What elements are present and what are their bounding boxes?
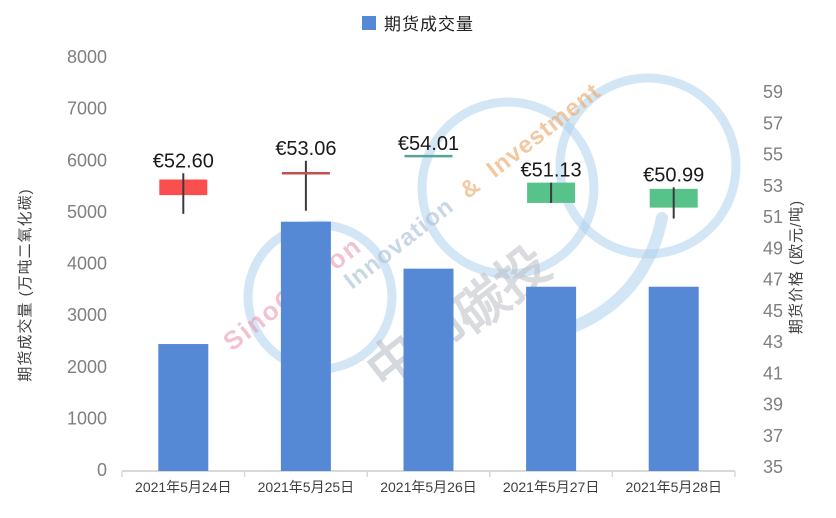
right-axis-tick-label: 53 xyxy=(763,176,783,196)
left-axis-tick-label: 7000 xyxy=(67,99,107,119)
legend: 期货成交量 xyxy=(0,10,836,35)
right-axis-title: 期货价格 (欧元/吨) xyxy=(788,200,805,334)
right-axis-tick-label: 51 xyxy=(763,207,783,227)
price-label: €52.60 xyxy=(153,150,214,172)
right-axis-tick-label: 35 xyxy=(763,457,783,477)
volume-bar xyxy=(648,286,699,471)
price-label: €53.06 xyxy=(275,138,336,160)
left-axis-tick-label: 6000 xyxy=(67,150,107,170)
x-axis-category-label: 2021年5月27日 xyxy=(503,479,600,495)
x-axis-category-label: 2021年5月26日 xyxy=(380,479,477,495)
left-axis-tick-label: 8000 xyxy=(67,47,107,67)
right-axis-tick-label: 41 xyxy=(763,363,783,383)
volume-bar xyxy=(403,268,454,471)
price-label: €50.99 xyxy=(643,164,704,186)
price-label: €54.01 xyxy=(398,133,459,155)
left-axis-tick-label: 2000 xyxy=(67,357,107,377)
right-axis-tick-label: 37 xyxy=(763,426,783,446)
legend-swatch xyxy=(362,15,376,30)
right-axis-tick-label: 59 xyxy=(763,82,783,102)
x-axis-category-label: 2021年5月28日 xyxy=(625,479,722,495)
right-axis-tick-label: 55 xyxy=(763,145,783,165)
left-axis-tick-label: 3000 xyxy=(67,305,107,325)
volume-bar xyxy=(526,286,577,471)
left-axis-title: 期货成交量 (万吨二氧化碳) xyxy=(16,188,34,381)
legend-label: 期货成交量 xyxy=(384,15,474,34)
right-axis-tick-label: 49 xyxy=(763,238,783,258)
x-axis-category-label: 2021年5月24日 xyxy=(135,479,232,495)
left-axis-tick-label: 4000 xyxy=(67,254,107,274)
volume-bar xyxy=(280,221,331,471)
price-label: €51.13 xyxy=(521,160,582,182)
left-axis-tick-label: 0 xyxy=(97,460,107,480)
left-axis-tick-label: 5000 xyxy=(67,202,107,222)
left-axis-tick-label: 1000 xyxy=(67,408,107,428)
volume-bar xyxy=(158,344,209,471)
right-axis-tick-label: 43 xyxy=(763,332,783,352)
x-axis-category-label: 2021年5月25日 xyxy=(258,479,355,495)
right-axis-tick-label: 45 xyxy=(763,301,783,321)
right-axis-tick-label: 57 xyxy=(763,113,783,133)
right-axis-tick-label: 47 xyxy=(763,270,783,290)
right-axis-tick-label: 39 xyxy=(763,395,783,415)
